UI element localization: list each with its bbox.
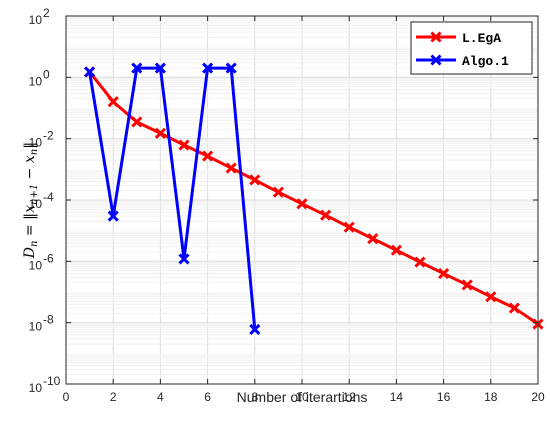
y-tick-base: 10 <box>29 136 43 150</box>
legend-marker-series-1 <box>430 31 442 43</box>
y-tick-exponent: -10 <box>43 374 61 388</box>
y-tick-exponent: 0 <box>43 67 50 81</box>
series-layer <box>84 62 544 336</box>
series-2 <box>84 62 261 336</box>
data-point-marker <box>367 233 379 245</box>
y-tick-label: 10 <box>29 320 43 334</box>
data-point-marker <box>438 267 450 280</box>
data-point-marker <box>390 244 402 256</box>
data-point-marker <box>414 256 426 268</box>
x-tick-label: 18 <box>484 390 498 404</box>
y-tick-exponent: 2 <box>43 6 50 20</box>
legend-marker-cross <box>430 31 442 43</box>
data-point-marker <box>107 96 119 108</box>
data-point-marker <box>178 253 190 265</box>
data-point-marker <box>508 302 520 314</box>
data-point-marker <box>202 150 214 162</box>
legend-marker-series-2 <box>430 54 442 66</box>
axis-ticks <box>65 15 539 385</box>
legend-box <box>410 21 533 75</box>
x-tick-label: 14 <box>390 390 404 404</box>
y-tick-label: 10 <box>29 197 43 211</box>
data-point-marker <box>178 139 190 151</box>
legend-label-series-2: Algo.1 <box>462 54 509 69</box>
data-point-marker <box>272 186 284 198</box>
legend: L.EgA Algo.1 <box>410 21 533 75</box>
data-point-marker <box>154 62 166 74</box>
y-tick-label: 10 <box>29 136 43 150</box>
y-tick-base: 10 <box>29 74 43 88</box>
ylabel-lhs-sub: n <box>29 241 40 247</box>
ylabel-close: ‖ <box>22 142 38 149</box>
y-tick-label: 10 <box>29 258 43 272</box>
ylabel-minus: − <box>22 163 38 184</box>
y-tick-base: 10 <box>29 13 43 27</box>
y-axis-label: Dn = ‖xn+1 − xn‖ <box>22 142 40 259</box>
ylabel-x2: x <box>22 155 38 163</box>
y-tick-base: 10 <box>29 381 43 395</box>
x-tick-label: 0 <box>63 390 70 404</box>
legend-marker-cross <box>430 54 442 66</box>
data-point-marker <box>296 198 308 210</box>
data-point-marker <box>225 62 237 74</box>
data-point-marker <box>461 279 473 291</box>
x-tick-label: 12 <box>343 390 357 404</box>
legend-label-series-1: L.EgA <box>462 31 501 46</box>
x-tick-label: 2 <box>110 390 117 404</box>
data-point-marker <box>343 221 355 233</box>
data-point-marker <box>202 62 214 74</box>
data-point-marker <box>131 62 143 74</box>
y-tick-label: 10 <box>29 381 43 395</box>
x-tick-label: 16 <box>437 390 451 404</box>
ylabel-x1: x <box>22 205 38 213</box>
data-point-marker <box>485 291 497 303</box>
y-tick-base: 10 <box>29 197 43 211</box>
data-point-marker <box>249 174 261 186</box>
data-point-marker <box>320 209 332 221</box>
y-tick-exponent: -8 <box>43 313 54 327</box>
x-tick-label: 4 <box>157 390 164 404</box>
x-tick-label: 20 <box>531 390 545 404</box>
ylabel-x1-sub: n+1 <box>29 184 40 205</box>
series-1 <box>84 66 544 330</box>
data-point-marker <box>84 66 96 78</box>
y-tick-exponent: -6 <box>43 251 54 265</box>
x-tick-label: 10 <box>295 390 309 404</box>
y-tick-exponent: -2 <box>43 129 54 143</box>
x-tick-label: 6 <box>204 390 211 404</box>
x-tick-labels: 0 2 4 6 8 10 12 14 16 18 20 <box>63 390 545 404</box>
ylabel-lhs: D <box>22 247 38 259</box>
data-point-marker <box>225 162 237 174</box>
y-tick-exponent: -4 <box>43 190 54 204</box>
ylabel-x2-sub: n <box>29 149 40 155</box>
series-line <box>88 66 257 330</box>
data-point-marker <box>107 210 119 222</box>
data-point-marker <box>154 127 166 139</box>
x-tick-label: 8 <box>251 390 258 404</box>
y-tick-label: 10 <box>29 13 43 27</box>
y-tick-base: 10 <box>29 258 43 272</box>
x-axis-label: Number of iterartions <box>237 389 368 405</box>
data-point-marker <box>131 116 143 128</box>
data-point-marker <box>249 323 261 336</box>
y-tick-label: 10 <box>29 74 43 88</box>
ylabel-eq: = ‖ <box>22 213 38 241</box>
y-tick-base: 10 <box>29 320 43 334</box>
